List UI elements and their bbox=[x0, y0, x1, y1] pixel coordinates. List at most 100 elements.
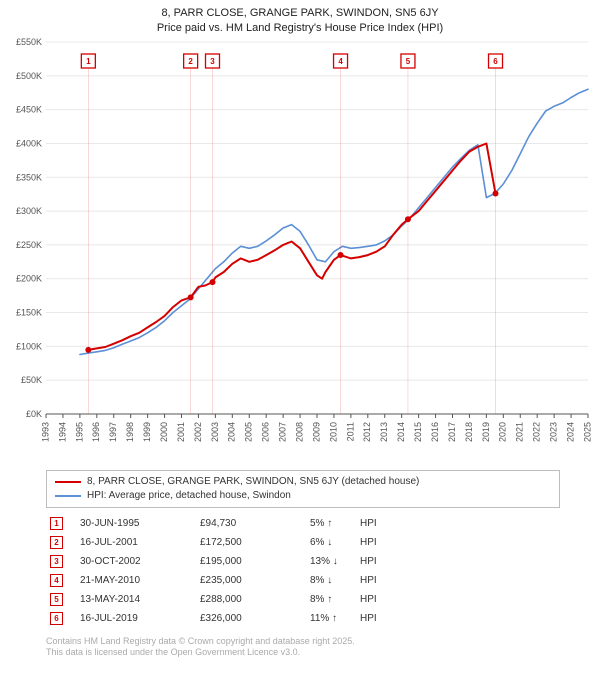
svg-text:2008: 2008 bbox=[294, 422, 304, 442]
svg-text:£500K: £500K bbox=[16, 71, 42, 81]
svg-text:2022: 2022 bbox=[532, 422, 542, 442]
legend-label: HPI: Average price, detached house, Swin… bbox=[87, 490, 291, 501]
transaction-rel: HPI bbox=[356, 609, 560, 628]
svg-text:2004: 2004 bbox=[227, 422, 237, 442]
svg-text:2: 2 bbox=[188, 57, 193, 66]
svg-text:2010: 2010 bbox=[328, 422, 338, 442]
svg-text:2006: 2006 bbox=[261, 422, 271, 442]
svg-text:1997: 1997 bbox=[108, 422, 118, 442]
transaction-rel: HPI bbox=[356, 552, 560, 571]
svg-text:£150K: £150K bbox=[16, 307, 42, 317]
legend-label: 8, PARR CLOSE, GRANGE PARK, SWINDON, SN5… bbox=[87, 476, 419, 487]
transaction-row: 421-MAY-2010£235,0008% ↓HPI bbox=[46, 571, 560, 590]
svg-text:2011: 2011 bbox=[345, 422, 355, 441]
transaction-pct: 5% ↑ bbox=[306, 514, 356, 533]
svg-text:2002: 2002 bbox=[193, 422, 203, 442]
legend-swatch bbox=[55, 495, 81, 497]
svg-text:2013: 2013 bbox=[379, 422, 389, 442]
transaction-rel: HPI bbox=[356, 514, 560, 533]
transactions-table: 130-JUN-1995£94,7305% ↑HPI216-JUL-2001£1… bbox=[46, 514, 560, 628]
svg-text:2021: 2021 bbox=[515, 422, 525, 442]
svg-text:1: 1 bbox=[86, 57, 91, 66]
transaction-rel: HPI bbox=[356, 533, 560, 552]
svg-text:£550K: £550K bbox=[16, 37, 42, 47]
transaction-pct: 6% ↓ bbox=[306, 533, 356, 552]
svg-text:£200K: £200K bbox=[16, 273, 42, 283]
footer-line2: This data is licensed under the Open Gov… bbox=[46, 647, 560, 659]
svg-text:2005: 2005 bbox=[244, 422, 254, 442]
svg-text:2014: 2014 bbox=[396, 422, 406, 442]
svg-text:1996: 1996 bbox=[91, 422, 101, 442]
svg-text:5: 5 bbox=[406, 57, 411, 66]
line-chart: £0K£50K£100K£150K£200K£250K£300K£350K£40… bbox=[0, 36, 600, 466]
chart-title-block: 8, PARR CLOSE, GRANGE PARK, SWINDON, SN5… bbox=[0, 0, 600, 36]
svg-text:1999: 1999 bbox=[142, 422, 152, 442]
transaction-date: 30-JUN-1995 bbox=[76, 514, 196, 533]
transaction-row: 513-MAY-2014£288,0008% ↑HPI bbox=[46, 590, 560, 609]
transaction-date: 21-MAY-2010 bbox=[76, 571, 196, 590]
svg-text:£50K: £50K bbox=[21, 375, 42, 385]
svg-text:2019: 2019 bbox=[481, 422, 491, 442]
transaction-row: 216-JUL-2001£172,5006% ↓HPI bbox=[46, 533, 560, 552]
svg-text:2024: 2024 bbox=[565, 422, 575, 442]
chart-title-line2: Price paid vs. HM Land Registry's House … bbox=[0, 21, 600, 36]
svg-text:£350K: £350K bbox=[16, 172, 42, 182]
svg-text:2009: 2009 bbox=[311, 422, 321, 442]
svg-text:4: 4 bbox=[338, 57, 343, 66]
transaction-marker: 3 bbox=[46, 552, 76, 571]
svg-text:2017: 2017 bbox=[447, 422, 457, 442]
transaction-pct: 13% ↓ bbox=[306, 552, 356, 571]
svg-text:2001: 2001 bbox=[176, 422, 186, 442]
legend-row: HPI: Average price, detached house, Swin… bbox=[55, 489, 551, 503]
transaction-marker: 2 bbox=[46, 533, 76, 552]
transaction-row: 130-JUN-1995£94,7305% ↑HPI bbox=[46, 514, 560, 533]
transaction-marker: 6 bbox=[46, 609, 76, 628]
svg-text:1993: 1993 bbox=[40, 422, 50, 442]
transaction-row: 330-OCT-2002£195,00013% ↓HPI bbox=[46, 552, 560, 571]
svg-text:2023: 2023 bbox=[549, 422, 559, 442]
transaction-marker: 1 bbox=[46, 514, 76, 533]
chart-legend: 8, PARR CLOSE, GRANGE PARK, SWINDON, SN5… bbox=[46, 470, 560, 508]
transaction-price: £326,000 bbox=[196, 609, 306, 628]
transaction-date: 16-JUL-2001 bbox=[76, 533, 196, 552]
footer-line1: Contains HM Land Registry data © Crown c… bbox=[46, 636, 560, 648]
legend-swatch bbox=[55, 481, 81, 483]
svg-text:3: 3 bbox=[210, 57, 215, 66]
transaction-price: £235,000 bbox=[196, 571, 306, 590]
svg-text:£0K: £0K bbox=[26, 409, 42, 419]
svg-text:2003: 2003 bbox=[210, 422, 220, 442]
svg-text:2000: 2000 bbox=[159, 422, 169, 442]
svg-text:1994: 1994 bbox=[57, 422, 67, 442]
svg-text:6: 6 bbox=[493, 57, 498, 66]
svg-text:£300K: £300K bbox=[16, 206, 42, 216]
chart-title-line1: 8, PARR CLOSE, GRANGE PARK, SWINDON, SN5… bbox=[0, 6, 600, 21]
svg-text:2025: 2025 bbox=[582, 422, 592, 442]
svg-text:2007: 2007 bbox=[278, 422, 288, 442]
svg-text:£400K: £400K bbox=[16, 138, 42, 148]
transaction-price: £94,730 bbox=[196, 514, 306, 533]
legend-row: 8, PARR CLOSE, GRANGE PARK, SWINDON, SN5… bbox=[55, 475, 551, 489]
chart-svg: £0K£50K£100K£150K£200K£250K£300K£350K£40… bbox=[0, 36, 600, 466]
transaction-price: £288,000 bbox=[196, 590, 306, 609]
svg-text:2018: 2018 bbox=[464, 422, 474, 442]
transaction-date: 30-OCT-2002 bbox=[76, 552, 196, 571]
svg-text:£100K: £100K bbox=[16, 341, 42, 351]
transaction-rel: HPI bbox=[356, 590, 560, 609]
transaction-pct: 8% ↓ bbox=[306, 571, 356, 590]
transaction-row: 616-JUL-2019£326,00011% ↑HPI bbox=[46, 609, 560, 628]
svg-text:2020: 2020 bbox=[498, 422, 508, 442]
transaction-price: £195,000 bbox=[196, 552, 306, 571]
transaction-date: 13-MAY-2014 bbox=[76, 590, 196, 609]
svg-text:2012: 2012 bbox=[362, 422, 372, 442]
transaction-pct: 8% ↑ bbox=[306, 590, 356, 609]
svg-text:2015: 2015 bbox=[413, 422, 423, 442]
transaction-price: £172,500 bbox=[196, 533, 306, 552]
transaction-date: 16-JUL-2019 bbox=[76, 609, 196, 628]
svg-text:£450K: £450K bbox=[16, 104, 42, 114]
transaction-rel: HPI bbox=[356, 571, 560, 590]
transaction-pct: 11% ↑ bbox=[306, 609, 356, 628]
footer-attribution: Contains HM Land Registry data © Crown c… bbox=[46, 636, 560, 659]
transaction-marker: 5 bbox=[46, 590, 76, 609]
page-container: 8, PARR CLOSE, GRANGE PARK, SWINDON, SN5… bbox=[0, 0, 600, 680]
svg-text:1998: 1998 bbox=[125, 422, 135, 442]
